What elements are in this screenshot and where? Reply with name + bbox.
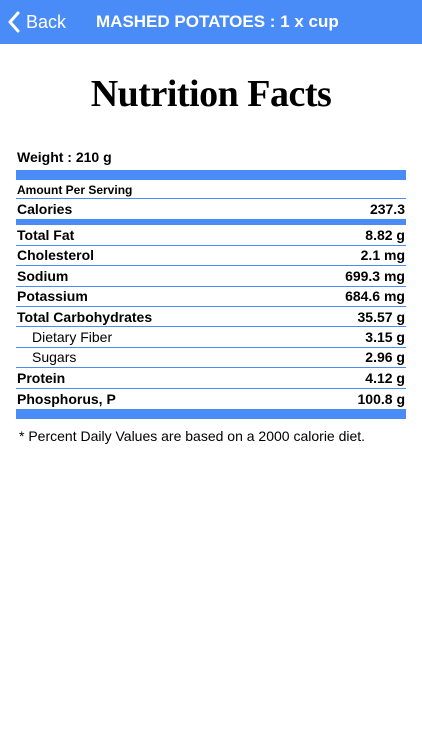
page-title: Nutrition Facts — [90, 73, 332, 115]
divider-thick — [16, 170, 406, 180]
calories-label: Calories — [17, 201, 73, 218]
nutrient-label: Cholesterol — [17, 247, 95, 264]
nutrient-label: Protein — [17, 369, 66, 386]
nutrient-value: 35.57 g — [357, 308, 405, 325]
divider-thin — [16, 198, 406, 199]
chevron-left-icon — [8, 11, 20, 33]
nutrient-label: Total Fat — [17, 227, 75, 244]
nutrient-row-potassium: Potassium 684.6 mg — [16, 287, 406, 307]
nutrient-value: 2.1 mg — [360, 247, 405, 264]
amount-per-serving-label: Amount Per Serving — [17, 183, 133, 197]
nutrient-label: Sodium — [17, 267, 69, 284]
serving-weight: Weight : 210 g — [17, 149, 112, 165]
nutrient-row-total-fat: Total Fat 8.82 g — [16, 225, 406, 246]
daily-values-footnote: * Percent Daily Values are based on a 20… — [19, 428, 366, 444]
nutrient-value: 4.12 g — [365, 369, 405, 386]
calories-value: 237.3 — [369, 201, 405, 218]
nutrient-label: Sugars — [32, 349, 77, 366]
nutrient-label: Phosphorus, P — [17, 390, 116, 407]
nutrient-row-dietary-fiber: Dietary Fiber 3.15 g — [16, 327, 406, 348]
nutrient-value: 699.3 mg — [345, 267, 405, 284]
nutrient-value: 100.8 g — [357, 390, 405, 407]
nutrient-value: 684.6 mg — [345, 288, 405, 305]
nutrient-row-protein: Protein 4.12 g — [16, 368, 406, 389]
nutrition-panel: Amount Per Serving Calories 237.3 Total … — [16, 170, 406, 419]
divider-medium — [16, 219, 406, 226]
nutrient-label: Dietary Fiber — [32, 329, 113, 346]
nutrient-row-total-carbohydrates: Total Carbohydrates 35.57 g — [16, 307, 406, 328]
nutrient-row-sodium: Sodium 699.3 mg — [16, 266, 406, 287]
nutrient-value: 3.15 g — [365, 329, 405, 346]
back-label: Back — [26, 11, 67, 32]
nutrient-value: 8.82 g — [365, 227, 405, 244]
calories-row: Calories 237.3 — [16, 199, 406, 219]
nutrient-label: Total Carbohydrates — [17, 308, 153, 325]
nutrient-row-sugars: Sugars 2.96 g — [16, 348, 406, 369]
navigation-bar: Back MASHED POTATOES : 1 x cup — [0, 0, 422, 44]
nutrient-row-phosphorus: Phosphorus, P 100.8 g — [16, 389, 406, 409]
nutrient-label: Potassium — [17, 288, 88, 305]
nutrient-value: 2.96 g — [365, 349, 405, 366]
nutrient-row-cholesterol: Cholesterol 2.1 mg — [16, 246, 406, 267]
divider-thick — [16, 408, 406, 419]
back-button[interactable]: Back — [8, 0, 66, 44]
nav-title: MASHED POTATOES : 1 x cup — [96, 12, 339, 31]
